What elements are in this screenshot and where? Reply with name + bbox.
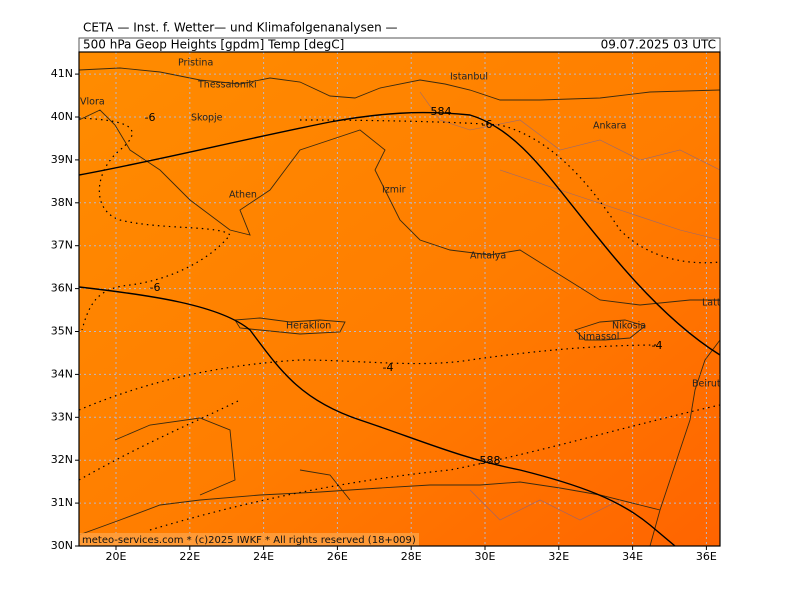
temp-label: -4 bbox=[652, 339, 663, 352]
city-label: Izmir bbox=[382, 185, 406, 196]
temp-contours bbox=[79, 117, 720, 531]
y-tick-label: 32N bbox=[51, 453, 73, 466]
x-tick-label: 26E bbox=[327, 550, 348, 563]
city-label: Ankara bbox=[593, 121, 626, 132]
y-tick-label: 31N bbox=[51, 496, 73, 509]
graticule bbox=[79, 52, 720, 546]
city-label: Heraklion bbox=[286, 321, 331, 332]
y-tick-label: 35N bbox=[51, 325, 73, 338]
city-label: Thessaloniki bbox=[197, 80, 257, 91]
borders bbox=[419, 91, 720, 521]
temp-label: -6 bbox=[150, 281, 161, 294]
map-frame bbox=[78, 51, 721, 547]
city-label: Antalya bbox=[470, 251, 506, 262]
temperature-field bbox=[79, 52, 720, 546]
x-tick-label: 24E bbox=[253, 550, 274, 563]
city-label: Vlora bbox=[80, 97, 105, 108]
x-tick-label: 30E bbox=[475, 550, 496, 563]
city-label: Beirut bbox=[692, 379, 721, 390]
height-label: 588 bbox=[480, 454, 501, 467]
y-tick-label: 39N bbox=[51, 153, 73, 166]
y-tick-label: 30N bbox=[51, 539, 73, 552]
contour-labels: 584 588 -6 -6 -6 -4 -4 bbox=[145, 105, 663, 467]
y-tick-label: 33N bbox=[51, 410, 73, 423]
temp-label: -6 bbox=[145, 111, 156, 124]
city-label: Pristina bbox=[178, 58, 213, 69]
y-tick-label: 41N bbox=[51, 67, 73, 80]
y-tick-label: 37N bbox=[51, 239, 73, 252]
x-tick-label: 32E bbox=[548, 550, 569, 563]
footer: meteo-services.com * (c)2025 IWKF * All … bbox=[82, 535, 416, 546]
axes: 20E 22E 24E 26E 28E 30E 32E 34E 36E 30N 31N 32N 33N 3… bbox=[51, 67, 717, 563]
y-tick-label: 38N bbox=[51, 196, 73, 209]
y-tick-label: 36N bbox=[51, 282, 73, 295]
height-contours bbox=[79, 111, 720, 546]
footer-box bbox=[79, 533, 419, 546]
y-tick-label: 40N bbox=[51, 110, 73, 123]
header-field: 500 hPa Geop Heights [gpdm] Temp [degC] bbox=[83, 38, 344, 52]
city-label: Limassol bbox=[578, 332, 619, 343]
x-tick-label: 34E bbox=[622, 550, 643, 563]
city-label: Athen bbox=[229, 190, 257, 201]
temp-label: -6 bbox=[482, 118, 493, 131]
x-tick-label: 28E bbox=[401, 550, 422, 563]
x-tick-label: 20E bbox=[106, 550, 127, 563]
temp-label: -4 bbox=[383, 361, 394, 374]
city-label: Skopje bbox=[191, 113, 223, 124]
header-valid: 09.07.2025 03 UTC bbox=[601, 38, 716, 52]
header-title: CETA — Inst. f. Wetter— und Klimafolgena… bbox=[83, 21, 398, 35]
map-area: Pristina Thessaloniki Vlora Skopje Istanbul A… bbox=[79, 52, 740, 546]
coastlines bbox=[79, 67, 720, 546]
city-label: Istanbul bbox=[450, 72, 488, 83]
city-label: Lattakia bbox=[702, 298, 740, 309]
y-tick-label: 34N bbox=[51, 367, 73, 380]
city-labels: Pristina Thessaloniki Vlora Skopje Istanbul A… bbox=[80, 58, 740, 390]
x-tick-label: 36E bbox=[696, 550, 717, 563]
x-tick-label: 22E bbox=[179, 550, 200, 563]
city-label: Nikosia bbox=[612, 321, 646, 332]
height-label: 584 bbox=[431, 105, 452, 118]
